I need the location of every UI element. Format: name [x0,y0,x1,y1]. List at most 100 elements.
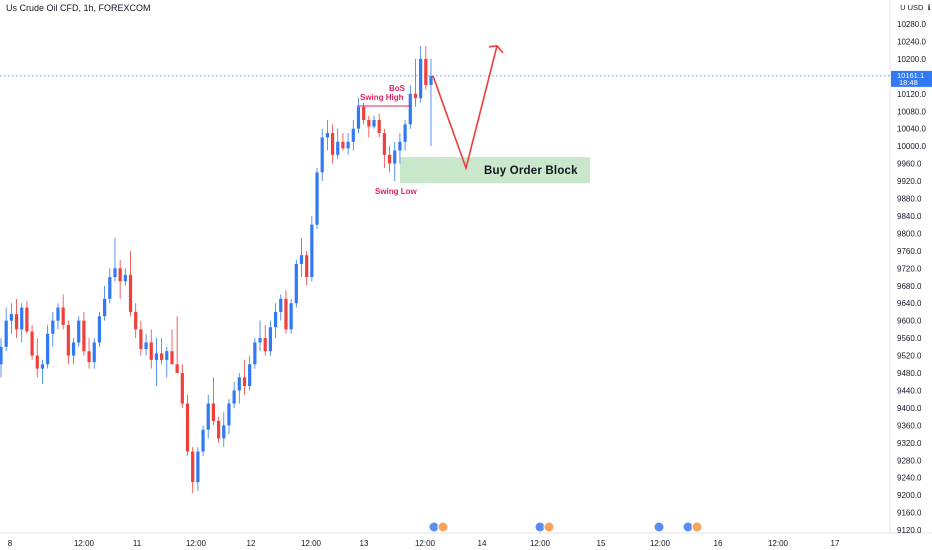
candle-body [103,298,107,317]
candle [61,294,65,330]
candle-body [351,128,355,142]
candle-body [294,263,298,304]
candle [165,346,169,378]
candle [222,412,226,448]
swing-low-label: Swing Low [375,187,418,196]
candle-body [165,351,169,360]
candle-body [144,342,148,350]
candle [4,307,8,352]
time-axis[interactable]: 8 12:00 11 12:00 12 12:00 13 12:00 14 12:00 15 12:0… [8,539,840,548]
event-icon[interactable] [543,521,555,533]
price-tick-label: 10280.0 [897,20,926,29]
candle-body [387,154,392,164]
candle-body [139,329,143,350]
candle-body [382,133,386,155]
candle [118,259,122,299]
time-tick-label: 12:00 [74,539,95,548]
price-tick-label: 9280.0 [897,456,922,465]
candle-body [118,268,122,282]
candle [206,394,210,439]
candle-body [35,355,39,369]
candle-body [299,255,304,264]
bar-countdown: 18:48 [899,78,918,87]
candle-body [325,133,329,138]
price-tick-label: 9760.0 [897,247,922,256]
candle-body [20,307,24,330]
candle-body [232,390,236,404]
candle-body [242,377,247,387]
candle [315,167,319,230]
candle [87,338,91,369]
candle-body [330,133,335,155]
candles [0,45,433,493]
candle [242,359,247,395]
candle [232,381,236,408]
candle [51,311,55,347]
price-tick-label: 10200.0 [897,55,926,64]
candle-body [237,377,241,391]
price-tick-label: 9440.0 [897,386,922,395]
candle-body [336,141,340,155]
candle [185,394,190,456]
candle-body [222,425,226,439]
candle [108,268,112,304]
candle [429,58,433,147]
candle-body [185,403,190,452]
time-tick-label: 8 [8,539,13,548]
candle [284,290,288,334]
candle-body [227,403,231,426]
time-tick-label: 12:00 [415,539,436,548]
time-tick-label: 12:00 [301,539,322,548]
candle-body [77,320,81,343]
candle-body [253,342,257,365]
candle [30,325,34,360]
price-tick-label: 9840.0 [897,212,922,221]
candle [419,45,423,103]
buy-order-block-label: Buy Order Block [484,165,578,177]
price-tick-label: 9120.0 [897,526,922,535]
candle [92,338,96,369]
time-tick-label: 15 [597,539,606,548]
price-tick-label: 9720.0 [897,264,922,273]
candle [211,377,216,426]
projection-path [432,45,498,171]
time-tick-label: 14 [478,539,487,548]
candle-body [25,307,29,332]
candle [377,113,381,138]
candle [134,303,138,339]
swing-high-label: Swing High [360,93,404,102]
candle [356,98,361,134]
event-icon[interactable] [691,521,703,533]
candle-body [341,141,345,149]
candle [9,303,13,334]
candle-body [367,119,371,127]
bos-label: BoS [389,84,406,93]
event-icon[interactable] [653,521,665,533]
candle [408,85,412,129]
candle-body [346,141,350,149]
candle [424,45,428,90]
candle-body [268,327,273,352]
economic-events[interactable] [428,521,703,533]
candle-body [154,353,159,360]
candle [263,325,267,356]
candle-body [273,311,278,328]
candle-body [315,172,319,225]
projection-arrowhead [488,44,504,54]
candle [56,303,60,330]
candle [175,316,179,373]
candle-body [310,224,314,278]
price-axis[interactable]: 10280.0 10240.0 10200.0 10120.0 10080.0 10040… [897,20,926,535]
price-tick-label: 9320.0 [897,439,922,448]
candle [273,303,278,339]
candle-body [201,429,205,452]
candle-body [51,320,55,334]
candle-body [175,364,179,373]
candle-body [362,106,366,120]
candle-body [61,307,65,326]
candle-body [211,403,216,421]
event-icon[interactable] [437,521,449,533]
buy-order-block-zone[interactable] [400,157,590,184]
candle-body [170,351,174,365]
